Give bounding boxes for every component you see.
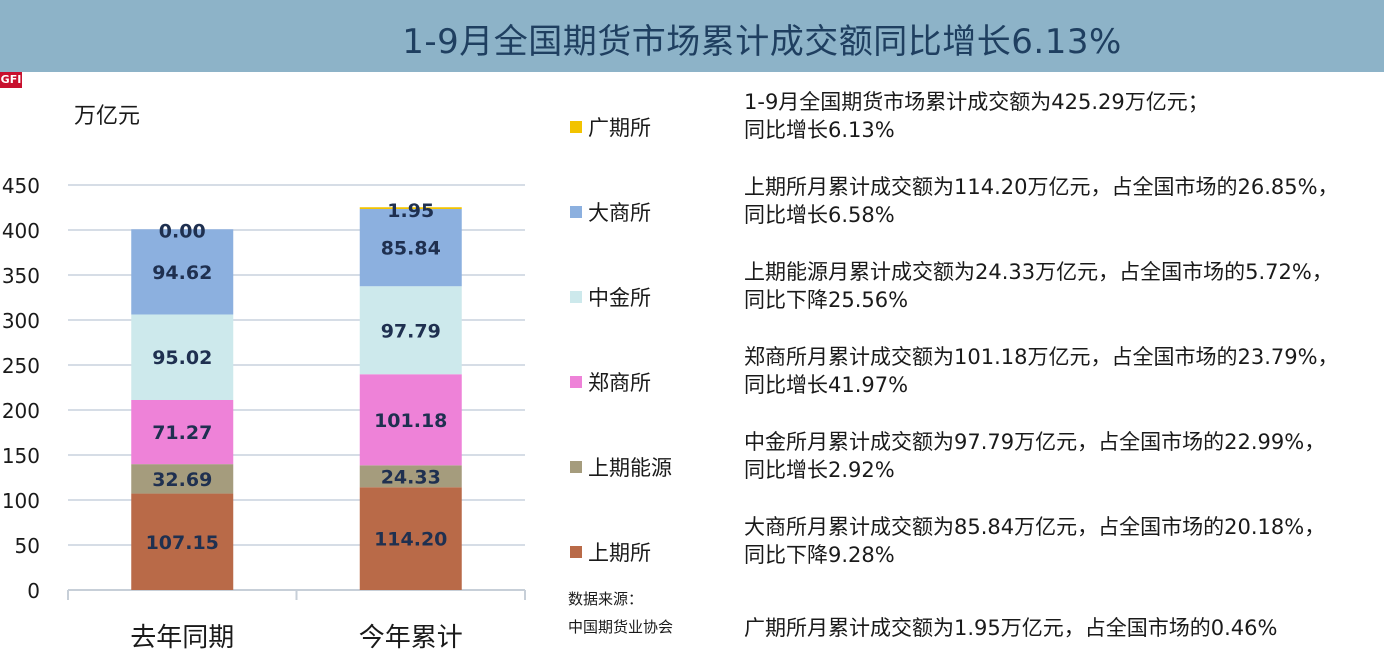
logo-icon: GFI (0, 72, 22, 88)
y-tick-label: 0 (27, 579, 40, 603)
legend-item: 中金所 (570, 282, 651, 312)
note-line: 同比下降9.28% (744, 543, 895, 567)
legend-swatch (570, 546, 582, 558)
bar-segment (359, 465, 462, 488)
data-label: 107.15 (146, 532, 219, 554)
data-label: 97.79 (381, 320, 441, 342)
note-line: 同比增长2.92% (744, 458, 895, 482)
y-tick-label: 300 (2, 309, 40, 333)
data-label: 0.00 (159, 220, 206, 242)
data-label: 95.02 (152, 347, 212, 369)
legend-item: 上期能源 (570, 452, 672, 482)
data-label: 94.62 (152, 262, 212, 284)
note-item: 大商所月累计成交额为85.84万亿元，占全国市场的20.18%， 同比下降9.28… (744, 513, 1325, 569)
legend-swatch (570, 376, 582, 388)
bar-segment (131, 314, 234, 401)
legend-swatch (570, 291, 582, 303)
bar-segment (359, 374, 462, 466)
note-line: 同比增长41.97% (744, 373, 909, 397)
note-line: 同比增长6.58% (744, 203, 895, 227)
note-item: 1-9月全国期货市场累计成交额为425.29万亿元； 同比增长6.13% (744, 88, 1209, 144)
note-line: 上期所月累计成交额为114.20万亿元，占全国市场的26.85%， (744, 175, 1339, 199)
legend-label: 广期所 (588, 116, 651, 140)
data-label: 85.84 (381, 238, 441, 260)
bar-segment (359, 286, 462, 375)
y-tick-label: 250 (2, 354, 40, 378)
note-item: 上期所月累计成交额为114.20万亿元，占全国市场的26.85%， 同比增长6.5… (744, 173, 1339, 229)
note-item: 上期能源月累计成交额为24.33万亿元，占全国市场的5.72%， 同比下降25.5… (744, 258, 1333, 314)
legend-item: 广期所 (570, 112, 651, 142)
data-label: 71.27 (152, 422, 212, 444)
legend-label: 郑商所 (588, 371, 651, 395)
data-label: 32.69 (152, 469, 212, 491)
source-label: 数据来源： (568, 590, 644, 608)
note-line: 上期能源月累计成交额为24.33万亿元，占全国市场的5.72%， (744, 260, 1333, 284)
bar-segment (359, 207, 462, 209)
legend-item: 大商所 (570, 197, 651, 227)
note-line: 1-9月全国期货市场累计成交额为425.29万亿元； (744, 90, 1209, 114)
legend-label: 中金所 (588, 286, 651, 310)
note-item: 中金所月累计成交额为97.79万亿元，占全国市场的22.99%， 同比增长2.92… (744, 428, 1325, 484)
title-bar: 1-9月全国期货市场累计成交额同比增长6.13% (0, 0, 1384, 72)
y-tick-label: 200 (2, 399, 40, 423)
legend-label: 上期所 (588, 541, 651, 565)
data-label: 1.95 (387, 200, 434, 222)
data-label: 24.33 (381, 466, 441, 488)
source-value: 中国期货业协会 (568, 618, 674, 636)
bar-segment (359, 208, 462, 287)
y-tick-label: 450 (2, 174, 40, 198)
legend-label: 大商所 (588, 201, 651, 225)
y-tick-label: 400 (2, 219, 40, 243)
note-item: 郑商所月累计成交额为101.18万亿元，占全国市场的23.79%， 同比增长41.… (744, 343, 1339, 399)
note-line: 大商所月累计成交额为85.84万亿元，占全国市场的20.18%， (744, 515, 1326, 539)
note-item: 广期所月累计成交额为1.95万亿元，占全国市场的0.46% (744, 614, 1277, 642)
note-line: 同比增长6.13% (744, 118, 895, 142)
y-tick-label: 100 (2, 489, 40, 513)
y-tick-label: 350 (2, 264, 40, 288)
bar-segment (359, 487, 462, 590)
bar-segment (131, 493, 234, 590)
note-line: 广期所月累计成交额为1.95万亿元，占全国市场的0.46% (744, 616, 1278, 640)
data-label: 101.18 (374, 410, 447, 432)
legend-item: 郑商所 (570, 367, 651, 397)
note-line: 中金所月累计成交额为97.79万亿元，占全国市场的22.99%， (744, 430, 1326, 454)
bar-segment (131, 229, 234, 315)
page-title: 1-9月全国期货市场累计成交额同比增长6.13% (402, 22, 1122, 62)
x-tick-label: 今年累计 (359, 623, 463, 653)
y-tick-label: 150 (2, 444, 40, 468)
note-line: 郑商所月累计成交额为101.18万亿元，占全国市场的23.79%， (744, 345, 1339, 369)
legend-label: 上期能源 (588, 456, 672, 480)
y-tick-label: 50 (15, 534, 40, 558)
bar-segment (131, 400, 234, 465)
legend-swatch (570, 121, 582, 133)
note-line: 同比下降25.56% (744, 288, 909, 312)
legend-swatch (570, 206, 582, 218)
bar-segment (131, 464, 234, 494)
legend-swatch (570, 461, 582, 473)
legend-item: 上期所 (570, 537, 651, 567)
data-label: 114.20 (374, 529, 447, 551)
stacked-bar-chart: 0 50 100 150 200 250 300 350 400 450 去年同期 107.15 32.… (2, 174, 526, 653)
x-tick-label: 去年同期 (130, 623, 234, 653)
y-axis-unit: 万亿元 (74, 104, 141, 129)
